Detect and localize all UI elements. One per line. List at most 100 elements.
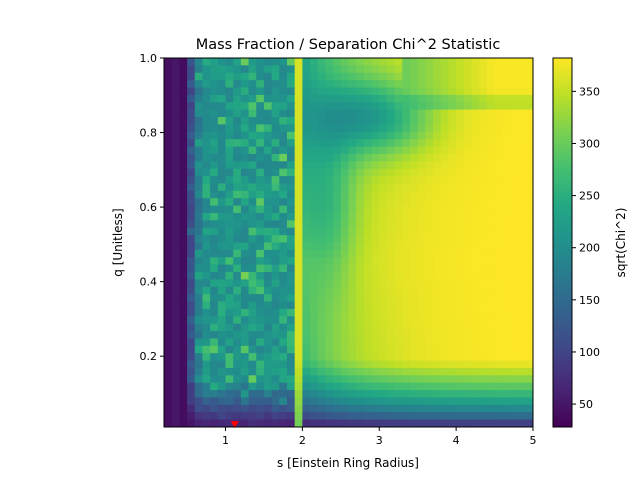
- heatmap-cell: [425, 94, 434, 103]
- heatmap-cell: [294, 153, 303, 162]
- heatmap-cell: [248, 316, 257, 325]
- heatmap-cell: [494, 220, 503, 229]
- heatmap-cell: [525, 183, 534, 192]
- heatmap-cell: [525, 227, 534, 236]
- heatmap-cell: [233, 124, 242, 133]
- heatmap-cell: [509, 205, 519, 214]
- heatmap-cell: [371, 331, 380, 339]
- heatmap-cell: [502, 183, 511, 192]
- heatmap-cell: [410, 176, 419, 184]
- heatmap-cell: [486, 272, 496, 280]
- heatmap-cell: [456, 65, 465, 74]
- heatmap-cell: [425, 168, 434, 177]
- heatmap-cell: [517, 264, 526, 273]
- heatmap-cell: [456, 72, 465, 81]
- heatmap-cell: [525, 205, 534, 214]
- heatmap-cell: [225, 161, 234, 170]
- heatmap-cell: [517, 80, 526, 89]
- heatmap-cell: [402, 131, 411, 140]
- heatmap-cell: [379, 235, 388, 243]
- heatmap-cell: [448, 360, 457, 369]
- heatmap-cell: [417, 58, 426, 66]
- heatmap-cell: [356, 323, 365, 332]
- heatmap-cell: [179, 404, 188, 413]
- heatmap-cell: [325, 220, 334, 229]
- heatmap-cell: [164, 212, 173, 221]
- heatmap-cell: [287, 279, 296, 288]
- heatmap-cell: [363, 345, 373, 354]
- heatmap-cell: [379, 412, 388, 421]
- heatmap-cell: [502, 316, 511, 325]
- heatmap-cell: [448, 153, 457, 162]
- heatmap-cell: [333, 227, 342, 236]
- heatmap-cell: [425, 161, 434, 170]
- heatmap-cell: [325, 264, 334, 273]
- heatmap-cell: [187, 80, 196, 89]
- heatmap-cell: [525, 190, 534, 199]
- heatmap-cell: [294, 227, 303, 236]
- heatmap-cell: [271, 412, 280, 421]
- heatmap-cell: [210, 242, 219, 251]
- heatmap-cell: [448, 404, 457, 413]
- heatmap-cell: [325, 235, 334, 243]
- heatmap-cell: [425, 323, 434, 332]
- heatmap-cell: [379, 58, 388, 66]
- heatmap-cell: [502, 301, 511, 310]
- heatmap-cell: [371, 264, 380, 273]
- heatmap-cell: [256, 227, 265, 236]
- colorbar: [552, 57, 573, 428]
- heatmap-cell: [171, 80, 180, 89]
- heatmap-cell: [517, 87, 526, 96]
- heatmap-cell: [502, 323, 511, 332]
- heatmap-cell: [271, 353, 280, 362]
- heatmap-cell: [263, 102, 273, 111]
- heatmap-cell: [225, 58, 234, 66]
- heatmap-cell: [294, 404, 303, 413]
- heatmap-cell: [171, 205, 180, 214]
- heatmap-cell: [440, 198, 449, 207]
- heatmap-cell: [179, 102, 188, 111]
- heatmap-cell: [456, 353, 465, 362]
- heatmap-cell: [317, 168, 326, 177]
- heatmap-cell: [287, 272, 296, 280]
- heatmap-cell: [433, 404, 442, 413]
- heatmap-cell: [433, 139, 442, 148]
- heatmap-cell: [325, 242, 334, 251]
- heatmap-cell: [217, 124, 226, 133]
- heatmap-cell: [187, 404, 196, 413]
- heatmap-cell: [340, 72, 349, 81]
- heatmap-cell: [371, 390, 380, 398]
- heatmap-cell: [271, 294, 280, 303]
- heatmap-cell: [271, 375, 280, 384]
- heatmap-cell: [179, 375, 188, 384]
- heatmap-cell: [210, 294, 219, 303]
- heatmap-cell: [256, 117, 265, 125]
- heatmap-cell: [202, 323, 211, 332]
- heatmap-cell: [171, 124, 180, 133]
- heatmap-cell: [317, 117, 326, 125]
- heatmap-cell: [410, 205, 419, 214]
- heatmap-cell: [494, 294, 503, 303]
- heatmap-cell: [263, 198, 273, 207]
- heatmap-cell: [187, 345, 196, 354]
- heatmap-cell: [356, 146, 365, 155]
- heatmap-cell: [525, 249, 534, 258]
- heatmap-cell: [187, 397, 196, 406]
- heatmap-cell: [233, 272, 242, 280]
- heatmap-cell: [340, 242, 349, 251]
- heatmap-cell: [417, 153, 426, 162]
- heatmap-cell: [448, 294, 457, 303]
- heatmap-cell: [371, 102, 380, 111]
- heatmap-cell: [525, 124, 534, 133]
- heatmap-cell: [471, 58, 480, 66]
- heatmap-cell: [363, 338, 373, 347]
- heatmap-cell: [386, 338, 396, 347]
- heatmap-cell: [202, 153, 211, 162]
- heatmap-cell: [240, 242, 250, 251]
- heatmap-cell: [317, 109, 326, 118]
- heatmap-cell: [471, 212, 480, 221]
- heatmap-cell: [179, 212, 188, 221]
- heatmap-cell: [233, 404, 242, 413]
- heatmap-cell: [471, 183, 480, 192]
- heatmap-cell: [525, 72, 534, 81]
